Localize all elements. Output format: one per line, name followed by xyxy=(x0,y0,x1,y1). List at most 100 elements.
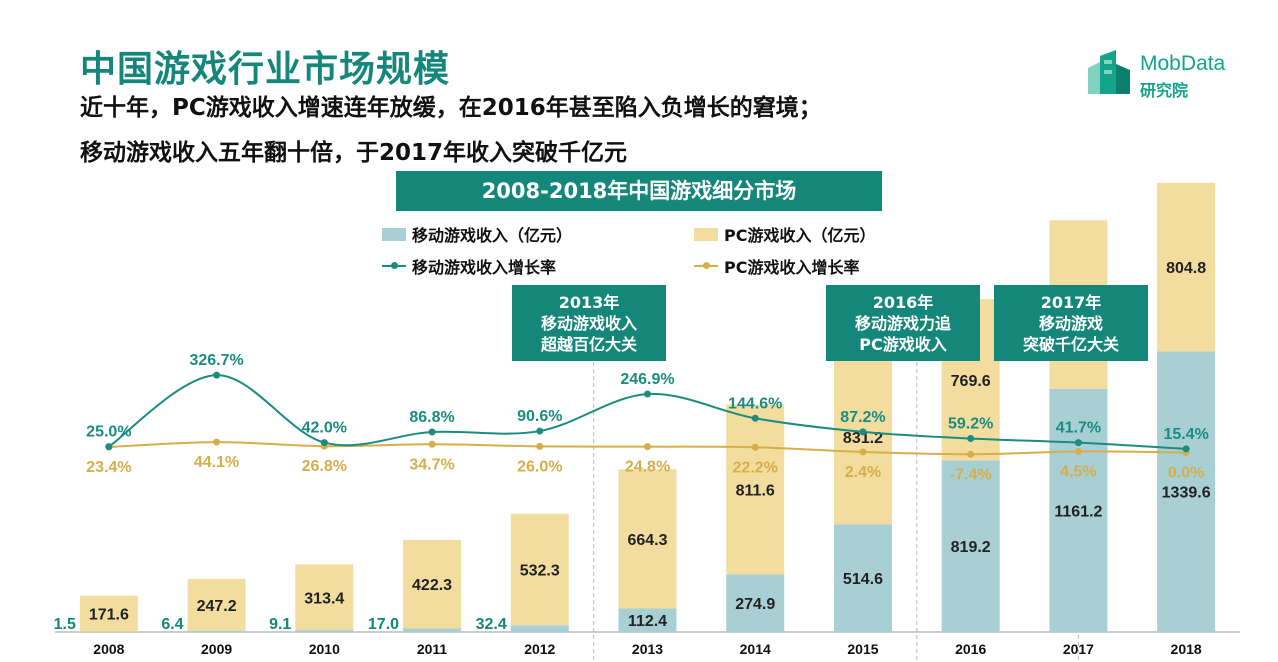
x-tick-2013: 2013 xyxy=(632,641,663,657)
x-tick-2011: 2011 xyxy=(417,641,448,657)
legend-label: 移动游戏收入（亿元） xyxy=(412,226,573,245)
mobile-growth-point-2018 xyxy=(1182,445,1190,453)
label-pc-2015: 831.2 xyxy=(843,430,883,447)
x-tick-2009: 2009 xyxy=(201,641,232,657)
subtitle-line-1: 近十年，PC游戏收入增速连年放缓，在2016年甚至陷入负增长的窘境； xyxy=(80,95,822,121)
callout-line: 超越百亿大关 xyxy=(540,334,637,354)
legend-swatch-pc-bar xyxy=(694,227,718,241)
pc-growth-point-2011 xyxy=(428,440,436,448)
x-tick-2016: 2016 xyxy=(955,641,986,657)
legend-label: 移动游戏收入增长率 xyxy=(412,258,557,277)
legend-label: PC游戏收入（亿元） xyxy=(724,226,876,245)
mobile-growth-label-2016: 59.2% xyxy=(948,416,993,433)
label-mobile-2013: 112.4 xyxy=(628,613,667,630)
legend-mobile-growth: 移动游戏收入增长率 xyxy=(382,254,556,278)
pc-growth-label-2012: 26.0% xyxy=(517,458,562,475)
logo-name: MobData xyxy=(1140,52,1226,75)
bar-mobile-2017 xyxy=(1049,388,1108,632)
label-mobile-2010: 9.1 xyxy=(269,616,291,633)
label-pc-2008: 171.6 xyxy=(89,607,129,624)
bar-mobile-2015 xyxy=(833,524,892,632)
pc-growth-label-2013: 24.8% xyxy=(625,459,670,476)
label-pc-2018: 804.8 xyxy=(1166,260,1206,277)
mobile-growth-label-2012: 90.6% xyxy=(517,408,562,425)
label-pc-2010: 313.4 xyxy=(304,590,344,607)
bar-pc-2014 xyxy=(726,404,785,575)
mobile-growth-point-2016 xyxy=(967,435,975,443)
label-mobile-2008: 1.5 xyxy=(54,616,76,633)
bar-pc-2018 xyxy=(1157,182,1216,352)
label-pc-2009: 247.2 xyxy=(197,598,237,615)
bar-mobile-2012 xyxy=(510,625,569,632)
bar-mobile-2016 xyxy=(941,460,1000,632)
label-mobile-2018: 1339.6 xyxy=(1162,485,1211,502)
label-mobile-2012: 32.4 xyxy=(476,616,507,633)
bar-pc-2009 xyxy=(187,578,246,631)
callout-2013: 2013年 移动游戏收入 超越百亿大关 xyxy=(512,285,666,361)
subtitle-line-2: 移动游戏收入五年翻十倍，于2017年收入突破千亿元 xyxy=(80,140,628,166)
x-tick-2012: 2012 xyxy=(524,641,555,657)
bar-pc-2011 xyxy=(403,539,462,629)
pc-growth-point-2012 xyxy=(536,442,544,450)
legend-label: PC游戏收入增长率 xyxy=(724,258,860,277)
pc-growth-point-2014 xyxy=(751,443,759,451)
mobile-growth-label-2011: 86.8% xyxy=(409,409,454,426)
legend-swatch-mobile-bar xyxy=(382,227,406,241)
mobile-growth-point-2013 xyxy=(644,390,651,398)
mobile-growth-point-2017 xyxy=(1074,439,1082,447)
pc-growth-label-2016: -7.4% xyxy=(950,466,992,483)
label-pc-2014: 811.6 xyxy=(736,482,775,499)
mobile-growth-point-2014 xyxy=(751,414,759,422)
x-tick-2014: 2014 xyxy=(740,641,771,657)
pc-growth-label-2008: 23.4% xyxy=(86,459,131,476)
pc-growth-label-2015: 2.4% xyxy=(845,464,881,481)
callout-line: 2013年 xyxy=(558,292,620,312)
bar-mobile-2011 xyxy=(403,628,462,632)
callout-line: 突破千亿大关 xyxy=(1022,334,1119,354)
label-mobile-2011: 17.0 xyxy=(368,616,399,633)
callout-line: 移动游戏收入 xyxy=(540,313,637,333)
x-tick-2010: 2010 xyxy=(309,641,340,657)
mobile-growth-label-2010: 42.0% xyxy=(302,420,347,437)
bar-mobile-2014 xyxy=(726,574,785,632)
x-tick-2008: 2008 xyxy=(93,641,124,657)
label-mobile-2014: 274.9 xyxy=(735,596,775,613)
callout-line: PC游戏收入 xyxy=(859,334,947,354)
page-title: 中国游戏行业市场规模 xyxy=(80,49,451,90)
label-pc-2016: 769.6 xyxy=(951,373,991,390)
callout-line: 2016年 xyxy=(872,292,934,312)
bar-mobile-2010 xyxy=(295,630,354,632)
bar-mobile-2009 xyxy=(187,630,246,632)
label-pc-2012: 532.3 xyxy=(520,562,560,579)
logo-subtitle: 研究院 xyxy=(1140,81,1189,100)
mobile-growth-label-2014: 144.6% xyxy=(728,395,782,412)
callout-line: 2017年 xyxy=(1040,292,1102,312)
callout-2016: 2016年 移动游戏力追 PC游戏收入 xyxy=(826,285,980,361)
legend-mobile-revenue: 移动游戏收入（亿元） xyxy=(382,222,572,246)
pc-growth-label-2009: 44.1% xyxy=(194,454,239,471)
label-mobile-2015: 514.6 xyxy=(843,571,883,588)
x-tick-2015: 2015 xyxy=(847,641,878,657)
label-mobile-2016: 819.2 xyxy=(951,539,991,556)
mobile-growth-label-2008: 25.0% xyxy=(86,424,131,441)
pc-growth-point-2015 xyxy=(859,448,867,456)
bar-pc-2012 xyxy=(510,513,569,626)
mobile-growth-point-2012 xyxy=(536,427,544,435)
label-mobile-2017: 1161.2 xyxy=(1054,503,1102,520)
bar-mobile-2013 xyxy=(618,608,677,632)
pc-growth-point-2017 xyxy=(1074,447,1082,455)
mobile-growth-point-2010 xyxy=(320,439,328,447)
pc-growth-label-2017: 4.5% xyxy=(1060,463,1096,480)
chart-title: 2008-2018年中国游戏细分市场 xyxy=(396,171,882,211)
mobile-growth-label-2009: 326.7% xyxy=(189,352,243,369)
mobile-growth-label-2013: 246.9% xyxy=(620,371,674,388)
pc-growth-point-2009 xyxy=(213,438,221,446)
label-pc-2013: 664.3 xyxy=(627,532,667,549)
legend-pc-revenue: PC游戏收入（亿元） xyxy=(694,222,875,246)
mobile-growth-point-2011 xyxy=(428,428,436,436)
mobile-growth-label-2017: 41.7% xyxy=(1056,420,1101,437)
mobile-growth-label-2018: 15.4% xyxy=(1163,426,1208,443)
label-mobile-2009: 6.4 xyxy=(161,616,183,633)
callout-line: 移动游戏力追 xyxy=(854,313,951,333)
